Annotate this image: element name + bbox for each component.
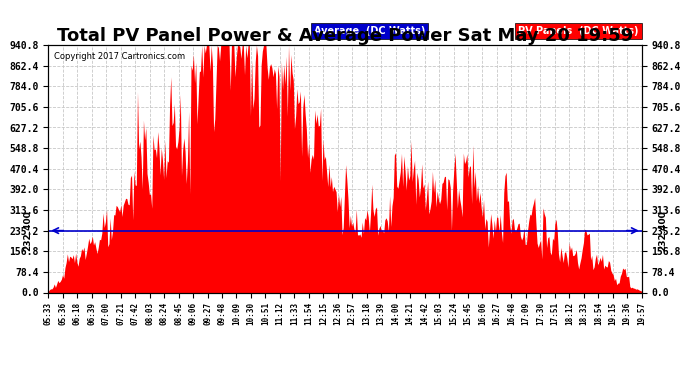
Title: Total PV Panel Power & Average Power Sat May 20 19:59: Total PV Panel Power & Average Power Sat… <box>57 27 633 45</box>
Text: 232.400: 232.400 <box>658 210 667 251</box>
Text: PV Panels  (DC Watts): PV Panels (DC Watts) <box>518 26 639 36</box>
Text: Copyright 2017 Cartronics.com: Copyright 2017 Cartronics.com <box>55 53 186 62</box>
Text: Average  (DC Watts): Average (DC Watts) <box>314 26 425 36</box>
Text: 232.400: 232.400 <box>23 210 32 251</box>
